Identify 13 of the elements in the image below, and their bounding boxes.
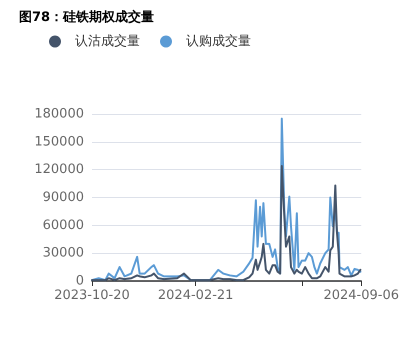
y-tick-label: 180000 (34, 106, 84, 122)
x-tick-label: 2024-09-06 (323, 288, 400, 303)
legend-label: 认购成交量 (186, 33, 251, 49)
y-tick-label: 60000 (42, 218, 84, 233)
x-tick-label: 2023-10-20 (54, 288, 130, 303)
y-tick-label: 30000 (42, 246, 84, 261)
y-tick-label: 0 (76, 274, 84, 288)
y-tick-label: 90000 (42, 190, 84, 205)
x-tick-label: 2024-02-21 (158, 288, 234, 303)
chart-title: 图78：硅铁期权成交量 (19, 9, 154, 25)
y-tick-label: 150000 (34, 134, 84, 150)
legend-label: 认沽成交量 (75, 33, 140, 49)
y-tick-label: 120000 (34, 162, 84, 178)
